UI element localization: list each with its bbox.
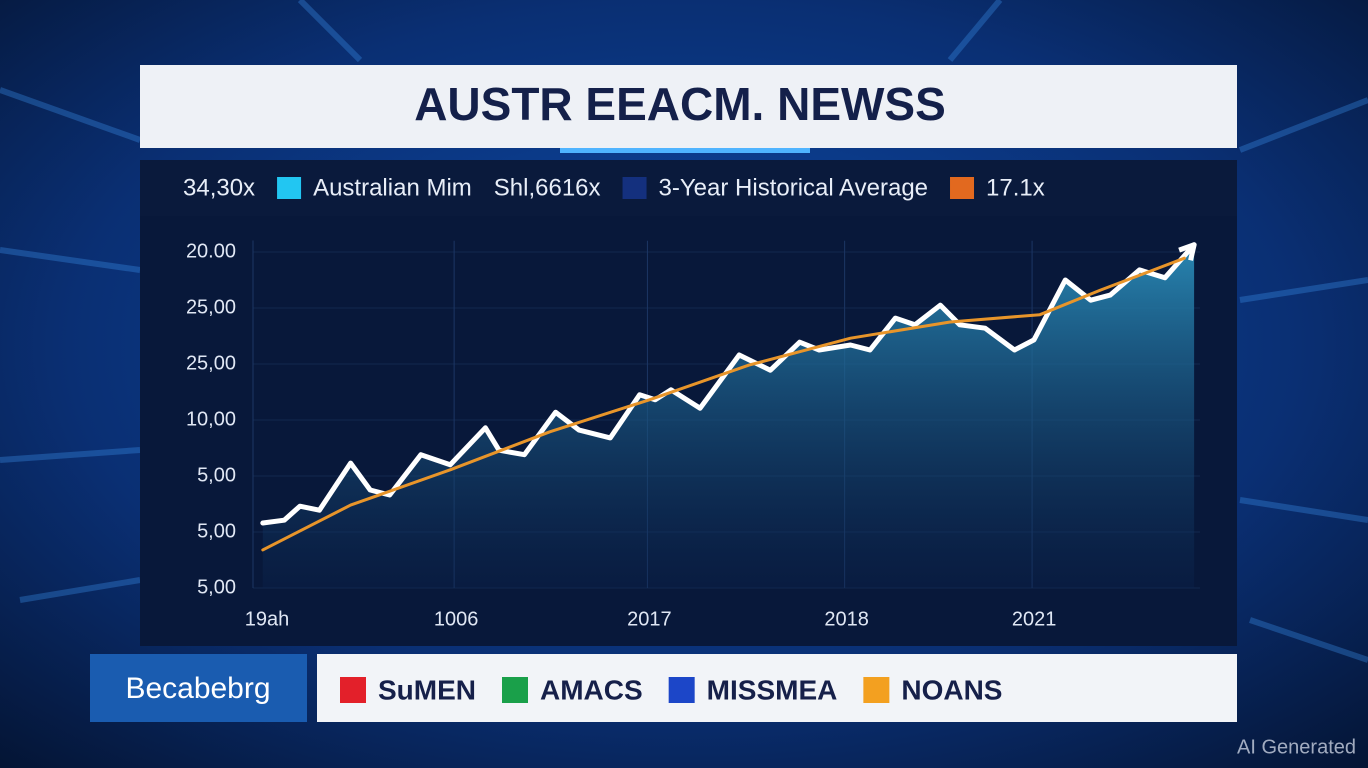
y-tick-label: 25,00 [186,352,236,374]
header-row [140,160,1237,216]
ticker-icon [340,677,366,703]
header-item: 3-Year Historical Average [659,174,928,201]
decor-streaks [0,0,1368,663]
ticker-item: MISSMEA [707,674,838,705]
x-tick-label: 2021 [1012,608,1057,630]
title-banner [140,65,1237,148]
legend-swatch [950,177,975,199]
line [261,256,1186,552]
arrow-head [1178,242,1197,261]
watermark: AI Generated [1237,736,1356,758]
ticker-bar [317,654,1237,722]
title: AUSTR EEACM. NEWSS [414,78,946,130]
x-tick-label: 19ah [245,608,290,630]
header-item: 34,30x [183,174,255,201]
title-glow [560,148,810,153]
ticker-icon [668,677,695,703]
legend-swatch [622,177,647,199]
ticker-item: AMACS [540,674,643,705]
header-item: Australian Mim [313,174,472,201]
x-tick-label: 1006 [434,608,479,630]
ticker-item: SuMEN [378,674,476,705]
ticker-item: NOANS [901,674,1002,705]
header-item: 17.1x [986,174,1045,201]
brand: Becabebrg [125,672,270,705]
header-item: Shl,6616x [494,174,601,201]
y-tick-label: 20.00 [186,240,236,262]
y-tick-label: 10,00 [186,408,236,430]
area [262,244,1195,588]
y-tick-label: 5,00 [197,576,236,598]
y-tick-label: 25,00 [186,296,236,318]
brand-box [90,654,307,722]
y-tick-label: 5,00 [197,464,236,486]
ticker-icon [502,677,528,703]
legend-swatch [277,177,302,199]
y-tick-label: 5,00 [197,520,236,542]
x-tick-label: 2018 [824,608,869,630]
ticker-icon [863,677,890,703]
x-tick-label: 2017 [627,608,672,630]
